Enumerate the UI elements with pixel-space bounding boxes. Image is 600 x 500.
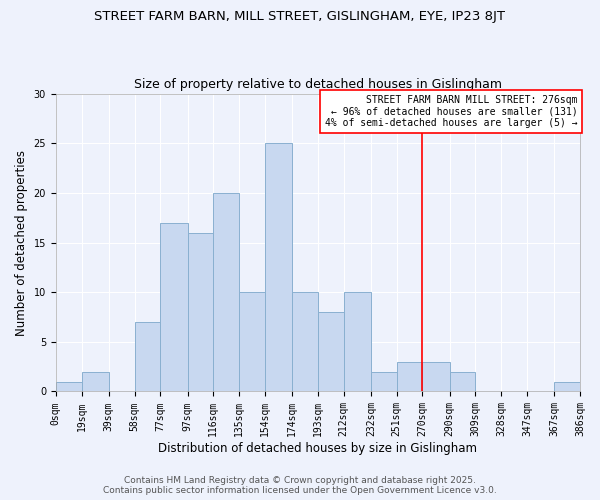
- Bar: [160, 222, 188, 392]
- Title: Size of property relative to detached houses in Gislingham: Size of property relative to detached ho…: [134, 78, 502, 91]
- Bar: [422, 362, 449, 392]
- Y-axis label: Number of detached properties: Number of detached properties: [15, 150, 28, 336]
- Text: STREET FARM BARN MILL STREET: 276sqm
← 96% of detached houses are smaller (131)
: STREET FARM BARN MILL STREET: 276sqm ← 9…: [325, 95, 577, 128]
- Bar: [214, 193, 239, 392]
- Bar: [318, 312, 344, 392]
- Text: Contains HM Land Registry data © Crown copyright and database right 2025.
Contai: Contains HM Land Registry data © Crown c…: [103, 476, 497, 495]
- Bar: [56, 382, 82, 392]
- Bar: [188, 232, 214, 392]
- Bar: [134, 322, 160, 392]
- Bar: [397, 362, 422, 392]
- Bar: [265, 143, 292, 392]
- Bar: [449, 372, 475, 392]
- X-axis label: Distribution of detached houses by size in Gislingham: Distribution of detached houses by size …: [158, 442, 478, 455]
- Bar: [82, 372, 109, 392]
- Bar: [292, 292, 318, 392]
- Bar: [344, 292, 371, 392]
- Bar: [239, 292, 265, 392]
- Bar: [371, 372, 397, 392]
- Bar: [554, 382, 580, 392]
- Text: STREET FARM BARN, MILL STREET, GISLINGHAM, EYE, IP23 8JT: STREET FARM BARN, MILL STREET, GISLINGHA…: [95, 10, 505, 23]
